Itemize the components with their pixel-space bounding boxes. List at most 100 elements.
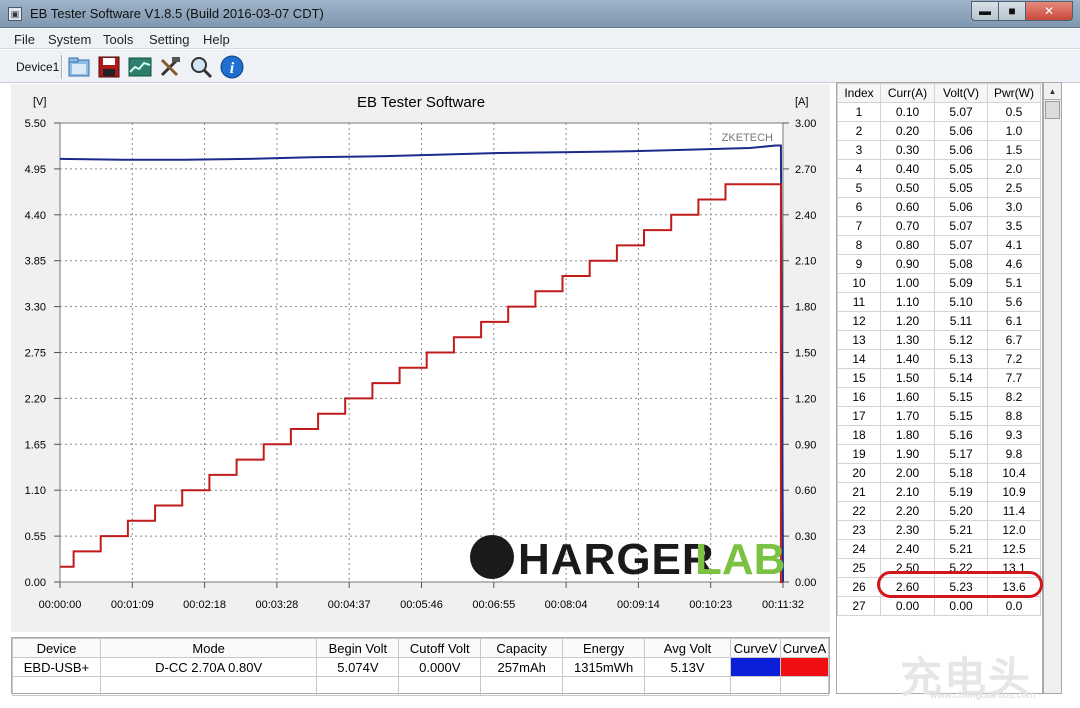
table-row[interactable]: 10 1.00 5.09 5.1 [837,273,1041,293]
table-row[interactable]: 4 0.40 5.05 2.0 [837,159,1041,179]
table-row[interactable]: 1 0.10 5.07 0.5 [837,102,1041,122]
table-header-0[interactable]: Index [837,83,881,103]
menu-help[interactable]: Help [203,32,230,47]
table-row[interactable]: 23 2.30 5.21 12.0 [837,520,1041,540]
table-row[interactable]: 21 2.10 5.19 10.9 [837,482,1041,502]
table-cell: 2.5 [987,178,1041,198]
summary-avg-volt: 5.13V [644,657,731,677]
table-cell: 6.7 [987,330,1041,350]
table-cell: 5.13 [934,349,988,369]
info-icon[interactable]: i [219,54,245,80]
table-scrollbar[interactable]: ▲ [1043,82,1062,694]
table-cell: 14 [837,349,881,369]
table-cell: 1.20 [880,311,935,331]
table-cell: 1.60 [880,387,935,407]
table-row[interactable]: 26 2.60 5.23 13.6 [837,577,1041,597]
table-row[interactable]: 6 0.60 5.06 3.0 [837,197,1041,217]
chargerlab-logo-text: HARGER [518,535,715,584]
table-cell: 1.5 [987,140,1041,160]
table-row[interactable]: 17 1.70 5.15 8.8 [837,406,1041,426]
table-row[interactable]: 5 0.50 5.05 2.5 [837,178,1041,198]
table-cell: 2.10 [880,482,935,502]
curvev-color-swatch[interactable] [729,657,781,677]
search-icon[interactable] [188,54,214,80]
summary-cutoff-volt: 0.000V [398,657,482,677]
table-row[interactable]: 9 0.90 5.08 4.6 [837,254,1041,274]
menu-tools[interactable]: Tools [103,32,134,47]
table-row[interactable]: 15 1.50 5.14 7.7 [837,368,1041,388]
table-row[interactable]: 3 0.30 5.06 1.5 [837,140,1041,160]
table-cell: 25 [837,558,881,578]
table-row[interactable]: 7 0.70 5.07 3.5 [837,216,1041,236]
table-cell: 5.05 [934,178,988,198]
table-row[interactable]: 16 1.60 5.15 8.2 [837,387,1041,407]
table-header-1[interactable]: Curr(A) [880,83,935,103]
minimize-button[interactable]: ▬ [971,1,999,21]
right-tick-label: 1.20 [795,393,816,405]
table-cell: 1.00 [880,273,935,293]
menu-system[interactable]: System [48,32,92,47]
table-row[interactable]: 19 1.90 5.17 9.8 [837,444,1041,464]
table-cell: 5.07 [934,216,988,236]
title-bar: ▣ EB Tester Software V1.8.5 (Build 2016-… [0,0,1080,28]
table-cell: 1.90 [880,444,935,464]
table-cell: 5.06 [934,197,988,217]
maximize-button[interactable]: ■ [998,1,1026,21]
scroll-up-arrow-icon[interactable]: ▲ [1044,83,1061,100]
table-cell: 1 [837,102,881,122]
left-tick-label: 1.65 [25,439,46,451]
table-cell: 3.0 [987,197,1041,217]
table-cell: 2.00 [880,463,935,483]
close-button[interactable]: ✕ [1025,1,1073,21]
table-cell: 5.15 [934,406,988,426]
left-tick-label: 4.40 [25,210,46,222]
table-cell: 8.8 [987,406,1041,426]
table-cell: 10 [837,273,881,293]
table-cell: 5.1 [987,273,1041,293]
table-cell: 1.50 [880,368,935,388]
curvea-color-swatch[interactable] [779,657,830,677]
table-cell: 6.1 [987,311,1041,331]
left-tick-label: 5.50 [25,118,46,130]
right-tick-label: 0.90 [795,439,816,451]
table-cell: 26 [837,577,881,597]
chart-svg: 5.50 4.95 4.40 3.85 3.30 2.75 2.20 1.65 1.10 0.55… [25,94,817,611]
table-header-3[interactable]: Pwr(W) [987,83,1041,103]
current-series-line [60,183,783,583]
table-row[interactable]: 18 1.80 5.16 9.3 [837,425,1041,445]
right-tick-label: 0.30 [795,531,816,543]
table-row[interactable]: 14 1.40 5.13 7.2 [837,349,1041,369]
menu-setting[interactable]: Setting [149,32,190,47]
table-cell: 5.18 [934,463,988,483]
open-folder-icon[interactable] [66,54,92,80]
table-cell: 23 [837,520,881,540]
table-row[interactable]: 8 0.80 5.07 4.1 [837,235,1041,255]
table-cell: 12 [837,311,881,331]
table-cell: 0.00 [934,596,988,616]
table-row[interactable]: 22 2.20 5.20 11.4 [837,501,1041,521]
tools-icon[interactable] [157,54,183,80]
table-row[interactable]: 11 1.10 5.10 5.6 [837,292,1041,312]
window-title: EB Tester Software V1.8.5 (Build 2016-03… [30,6,324,21]
chart-icon[interactable] [127,54,153,80]
table-cell: 22 [837,501,881,521]
table-cell: 19 [837,444,881,464]
table-row[interactable]: 24 2.40 5.21 12.5 [837,539,1041,559]
table-row[interactable]: 20 2.00 5.18 10.4 [837,463,1041,483]
save-icon[interactable] [96,54,122,80]
table-row[interactable]: 2 0.20 5.06 1.0 [837,121,1041,141]
table-cell: 3 [837,140,881,160]
table-row[interactable]: 13 1.30 5.12 6.7 [837,330,1041,350]
menu-file[interactable]: File [14,32,35,47]
table-header-2[interactable]: Volt(V) [934,83,988,103]
table-row[interactable]: 27 0.00 0.00 0.0 [837,596,1041,616]
table-row[interactable]: 12 1.20 5.11 6.1 [837,311,1041,331]
summary-mode: D-CC 2.70A 0.80V [99,657,318,677]
scroll-thumb[interactable] [1045,101,1060,119]
x-tick-label: 00:01:09 [111,599,154,611]
table-cell: 0.30 [880,140,935,160]
device-tab[interactable]: Device1 [16,60,60,74]
table-cell: 7.2 [987,349,1041,369]
table-cell: 5.05 [934,159,988,179]
summary-begin-volt: 5.074V [316,657,400,677]
